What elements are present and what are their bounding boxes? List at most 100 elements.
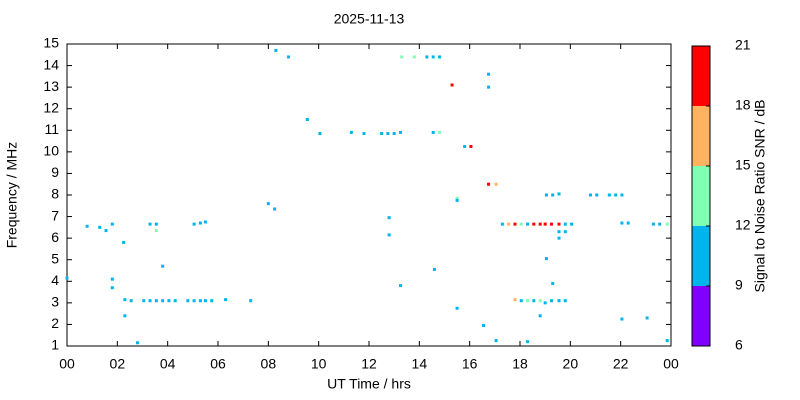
data-point xyxy=(551,193,555,197)
colorbar-band xyxy=(692,46,710,106)
data-point xyxy=(398,130,402,134)
data-point xyxy=(526,340,530,344)
data-point xyxy=(154,222,158,226)
y-tick-label: 2 xyxy=(51,315,59,331)
data-point xyxy=(186,299,190,303)
y-tick-label: 4 xyxy=(51,272,59,288)
y-tick-label: 6 xyxy=(51,229,59,245)
x-tick-label: 06 xyxy=(210,356,226,372)
x-tick-label: 00 xyxy=(59,356,75,372)
y-tick-label: 14 xyxy=(43,56,59,72)
data-point xyxy=(469,144,473,148)
data-point xyxy=(198,299,202,303)
data-point xyxy=(142,299,146,303)
x-tick-label: 22 xyxy=(613,356,629,372)
data-point xyxy=(380,132,384,136)
data-point xyxy=(123,314,127,318)
data-point xyxy=(487,85,491,89)
colorbar-tick-label: 15 xyxy=(735,157,751,173)
data-point xyxy=(543,222,547,226)
data-point xyxy=(400,55,404,59)
data-point xyxy=(620,193,624,197)
data-point xyxy=(487,72,491,76)
data-point xyxy=(203,220,207,224)
data-point xyxy=(614,193,618,197)
data-point xyxy=(432,267,436,271)
data-point xyxy=(104,229,108,233)
data-point xyxy=(122,240,126,244)
data-point xyxy=(437,130,441,134)
data-point xyxy=(192,299,196,303)
data-point xyxy=(519,299,523,303)
data-point xyxy=(538,222,542,226)
colorbar-frame xyxy=(691,45,711,347)
data-point xyxy=(455,196,459,200)
data-point xyxy=(387,233,391,237)
data-point xyxy=(507,222,511,226)
data-point xyxy=(110,222,114,226)
data-point xyxy=(513,222,517,226)
x-tick-label: 20 xyxy=(563,356,579,372)
x-tick-label: 04 xyxy=(160,356,176,372)
data-point xyxy=(198,221,202,225)
y-tick-label: 8 xyxy=(51,186,59,202)
y-tick-label: 5 xyxy=(51,250,59,266)
data-point xyxy=(65,276,69,280)
data-point xyxy=(154,299,158,303)
x-tick-label: 08 xyxy=(261,356,277,372)
data-point xyxy=(167,299,171,303)
y-tick-label: 3 xyxy=(51,294,59,310)
data-point xyxy=(425,55,429,59)
y-tick-label: 10 xyxy=(43,143,59,159)
data-point xyxy=(658,222,662,226)
data-point xyxy=(526,222,530,226)
data-point xyxy=(98,225,102,229)
data-point xyxy=(557,192,561,196)
data-point xyxy=(249,299,253,303)
data-point xyxy=(563,222,567,226)
data-point xyxy=(538,299,542,303)
y-tick-label: 12 xyxy=(43,99,59,115)
data-point xyxy=(519,222,523,226)
colorbar-label: Signal to Noise Ratio SNR / dB xyxy=(752,100,768,293)
data-point xyxy=(431,55,435,59)
data-point xyxy=(412,55,416,59)
x-tick-label: 10 xyxy=(311,356,327,372)
data-point xyxy=(148,222,152,226)
data-point xyxy=(494,182,498,186)
data-point xyxy=(154,229,158,233)
data-point xyxy=(551,281,555,285)
colorbar-tick-label: 6 xyxy=(735,337,743,353)
data-point xyxy=(362,132,366,136)
x-tick-label: 12 xyxy=(361,356,377,372)
colorbar-band xyxy=(692,226,710,286)
data-point xyxy=(570,222,574,226)
data-point xyxy=(387,216,391,220)
y-tick-label: 11 xyxy=(44,121,59,137)
data-point xyxy=(135,341,139,345)
colorbar-band xyxy=(692,166,710,226)
data-point xyxy=(392,132,396,136)
colorbar-tick-label: 12 xyxy=(735,217,751,233)
data-point xyxy=(398,284,402,288)
chart-title: 2025-11-13 xyxy=(334,11,405,27)
data-point xyxy=(203,299,207,303)
data-point xyxy=(543,301,547,305)
data-point xyxy=(305,118,309,121)
data-point xyxy=(161,299,165,303)
data-point xyxy=(532,299,536,303)
colorbar-tick-label: 21 xyxy=(735,37,751,53)
y-tick-label: 7 xyxy=(51,207,59,223)
data-point xyxy=(487,182,491,186)
colorbar-band xyxy=(692,106,710,166)
data-point xyxy=(620,317,624,321)
x-tick-label: 16 xyxy=(462,356,478,372)
data-point xyxy=(500,222,504,226)
data-point xyxy=(386,132,390,136)
data-point xyxy=(482,324,486,328)
data-point xyxy=(626,221,630,225)
data-point xyxy=(210,299,214,303)
data-point xyxy=(286,55,290,59)
data-point xyxy=(588,193,592,197)
data-point xyxy=(549,222,553,226)
